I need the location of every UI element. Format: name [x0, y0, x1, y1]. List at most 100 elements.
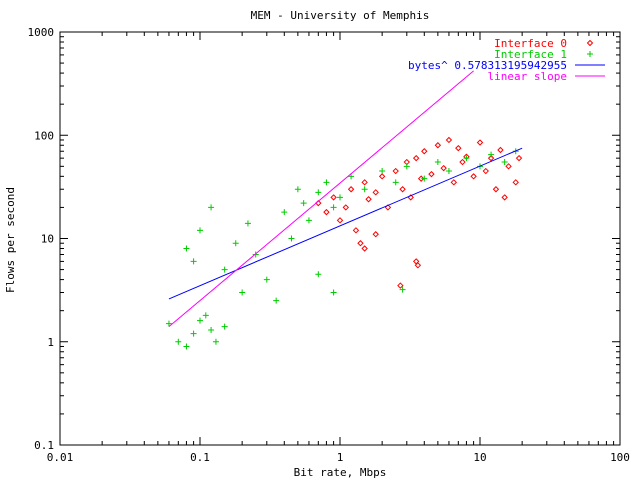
series-1-point [212, 338, 219, 345]
series-0-point [459, 158, 466, 166]
series-1-point [273, 297, 280, 304]
series-1-point [330, 204, 337, 211]
series-0-point [357, 240, 364, 247]
series-0-point [378, 173, 386, 180]
y-tick-label: 100 [34, 129, 54, 142]
series-0-point [445, 136, 453, 144]
chart-title: MEM - University of Memphis [251, 9, 430, 22]
series-1-point [197, 317, 203, 324]
series-1-point [315, 271, 322, 278]
x-tick-labels: 0.01 0.1 1 10 100 [47, 451, 630, 464]
y-tick-labels: 0.1 1 10 100 1000 [28, 26, 55, 452]
series-1-point [488, 151, 495, 158]
series-1-point [202, 312, 209, 319]
series-1-point [379, 168, 386, 175]
series-0-point [440, 164, 447, 172]
series-1-point [399, 286, 406, 293]
series-0-point [497, 146, 504, 154]
series-0-point [330, 194, 337, 201]
y-tick-label: 0.1 [34, 439, 54, 452]
series-0-point [505, 163, 512, 170]
series-1-point [281, 209, 288, 216]
series-1-point [361, 186, 368, 193]
series-1-point [263, 276, 270, 283]
legend-label: Interface 1 [494, 48, 567, 61]
series-0-point [434, 142, 442, 149]
series-1-point [463, 155, 470, 162]
series-1-point [175, 338, 182, 345]
series-0-point [487, 154, 495, 162]
series-0-point [482, 167, 490, 175]
legend-marker-sample [586, 39, 594, 47]
series-1-point [244, 220, 251, 227]
x-tick-label: 10 [473, 451, 486, 464]
series-0-point [428, 170, 435, 178]
legend-label: bytes^ 0.578313195942955 [408, 59, 567, 72]
series-0-point [352, 227, 360, 234]
series-0-point [501, 194, 508, 201]
series-0-point [455, 144, 462, 152]
series-1-point [403, 163, 410, 170]
series-1-point [165, 320, 172, 327]
series-1-point [183, 245, 190, 252]
series-1-point [294, 186, 301, 193]
series-0-point [470, 173, 477, 180]
series-0-point [450, 179, 458, 186]
y-axis-label: Flows per second [4, 187, 17, 293]
series-1-point [183, 343, 190, 350]
x-tick-label: 0.1 [190, 451, 210, 464]
series-2-line [168, 147, 523, 300]
x-tick-label: 1 [337, 451, 344, 464]
series-1-point [434, 159, 441, 166]
plot-frame [59, 31, 621, 446]
x-tick-label: 100 [610, 451, 630, 464]
data-marks [165, 136, 523, 350]
series-1-point [288, 235, 295, 242]
x-axis-label: Bit rate, Mbps [294, 466, 387, 479]
series-0-point [323, 208, 330, 216]
legend-marker-sample [587, 51, 593, 57]
series-0-point [417, 175, 425, 182]
series-0-point [336, 217, 344, 224]
series-1-point [421, 175, 428, 182]
series-1-point [323, 179, 330, 186]
fit-lines [168, 70, 523, 328]
series-0-point [492, 186, 500, 193]
legend-label: linear slope [488, 70, 567, 83]
series-3-line [168, 70, 474, 328]
x-tick-label: 0.01 [47, 451, 74, 464]
series-1-point [392, 179, 399, 186]
series-1-point [221, 266, 228, 273]
axis-ticks [59, 32, 621, 446]
series-0-point [361, 179, 368, 186]
series-0-point [347, 186, 355, 193]
series-1-point [208, 326, 215, 333]
legend-label: Interface 0 [494, 37, 567, 50]
series-0-point [476, 139, 484, 146]
series-0-point [365, 196, 372, 203]
series-0-point [372, 189, 379, 196]
series-0-point [421, 148, 428, 155]
series-0-point [414, 262, 422, 269]
series-1-point [208, 204, 215, 211]
series-1-point [232, 240, 239, 247]
series-0-point [372, 231, 379, 238]
series-1-point [501, 159, 508, 166]
series-0-point [515, 154, 523, 162]
series-1-point [190, 330, 197, 337]
series-0-point [412, 154, 420, 162]
series-0-point [342, 204, 350, 211]
series-1-point [300, 200, 307, 207]
series-1-point [197, 227, 203, 234]
series-1-point [221, 323, 228, 330]
series-1-point [239, 289, 246, 296]
y-tick-label: 1 [47, 336, 54, 349]
series-1-point [190, 258, 197, 265]
y-tick-label: 10 [41, 233, 54, 246]
series-1-point [315, 189, 322, 196]
series-0-point [397, 282, 404, 289]
y-tick-label: 1000 [28, 26, 55, 39]
series-0-point [512, 179, 519, 186]
